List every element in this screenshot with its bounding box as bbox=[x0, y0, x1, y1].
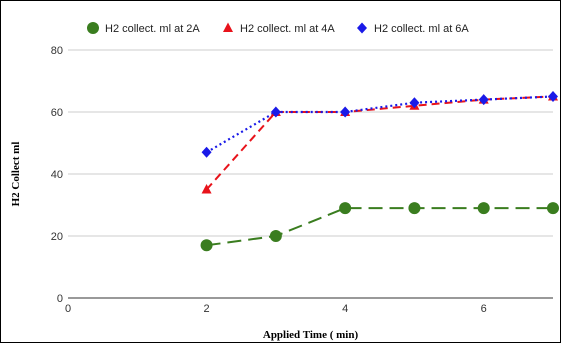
legend-label-3: H2 collect. ml at 6A bbox=[374, 23, 469, 35]
series-line-1 bbox=[206, 207, 553, 247]
series-line-3 bbox=[206, 95, 554, 154]
axes: 0 20 40 60 80 0 2 4 6 bbox=[51, 45, 553, 315]
data-point-s3-1 bbox=[270, 106, 281, 118]
legend-marker-1 bbox=[87, 22, 99, 34]
y-tick-label-0: 0 bbox=[57, 293, 63, 305]
data-point-s3-4 bbox=[478, 94, 489, 106]
legend: H2 collect. ml at 2A H2 collect. ml at 4A… bbox=[87, 22, 469, 35]
data-point-s3-2 bbox=[340, 106, 351, 118]
series-layer bbox=[200, 91, 559, 252]
series-line-2 bbox=[205, 95, 554, 191]
data-point-s1-5 bbox=[547, 202, 559, 215]
x-tick-label-2: 2 bbox=[204, 303, 210, 315]
y-tick-label-80: 80 bbox=[51, 45, 63, 57]
data-point-s1-1 bbox=[269, 230, 282, 242]
y-tick-label-20: 20 bbox=[51, 231, 63, 243]
legend-marker-2 bbox=[223, 22, 233, 32]
data-point-s1-4 bbox=[477, 202, 490, 215]
legend-label-1: H2 collect. ml at 2A bbox=[105, 23, 200, 35]
x-tick-label-6: 6 bbox=[481, 303, 487, 315]
x-tick-label-0: 0 bbox=[65, 303, 71, 315]
y-axis-title: H2 Collect ml bbox=[10, 142, 22, 207]
legend-label-2: H2 collect. ml at 4A bbox=[240, 23, 335, 35]
data-point-s1-0 bbox=[200, 239, 213, 252]
data-point-s1-2 bbox=[339, 202, 352, 215]
x-axis-title: Applied Time ( min) bbox=[263, 329, 359, 341]
y-tick-label-60: 60 bbox=[51, 107, 63, 119]
legend-marker-3 bbox=[357, 22, 367, 34]
y-tick-label-40: 40 bbox=[51, 169, 63, 181]
data-point-s2-0 bbox=[201, 184, 212, 194]
x-tick-label-4: 4 bbox=[342, 303, 348, 315]
data-point-s1-3 bbox=[408, 202, 421, 215]
data-point-s3-5 bbox=[548, 91, 558, 102]
data-point-s3-0 bbox=[201, 146, 212, 158]
grid-lines bbox=[68, 49, 553, 237]
data-point-s3-3 bbox=[409, 97, 420, 109]
